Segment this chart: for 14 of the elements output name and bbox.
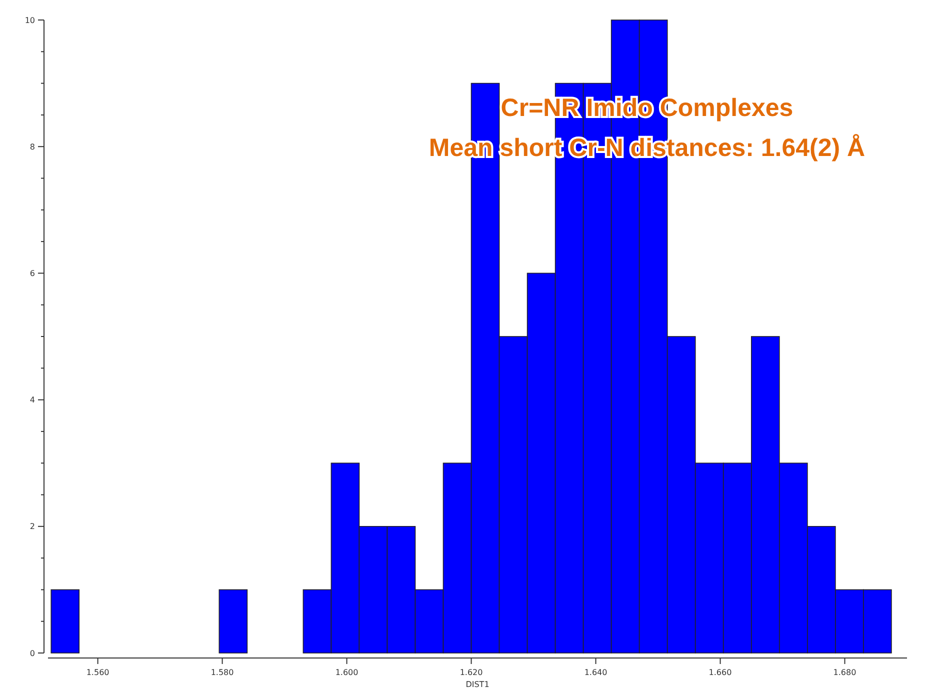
x-tick-label: 1.660 <box>708 668 732 677</box>
y-tick-label: 2 <box>30 522 35 532</box>
y-tick-label: 6 <box>30 269 35 278</box>
y-tick-label: 0 <box>30 648 35 658</box>
x-tick-label: 1.680 <box>833 668 856 677</box>
x-tick-label: 1.560 <box>86 668 110 677</box>
x-tick-label: 1.640 <box>584 668 608 677</box>
x-axis-title: DIST1 <box>466 680 490 689</box>
x-tick-label: 1.620 <box>460 668 483 677</box>
y-tick-label: 4 <box>30 396 35 405</box>
y-tick-label: 8 <box>30 142 35 152</box>
y-tick-label: 10 <box>24 16 35 25</box>
x-tick-label: 1.580 <box>210 668 234 677</box>
x-tick-label: 1.600 <box>335 668 358 677</box>
